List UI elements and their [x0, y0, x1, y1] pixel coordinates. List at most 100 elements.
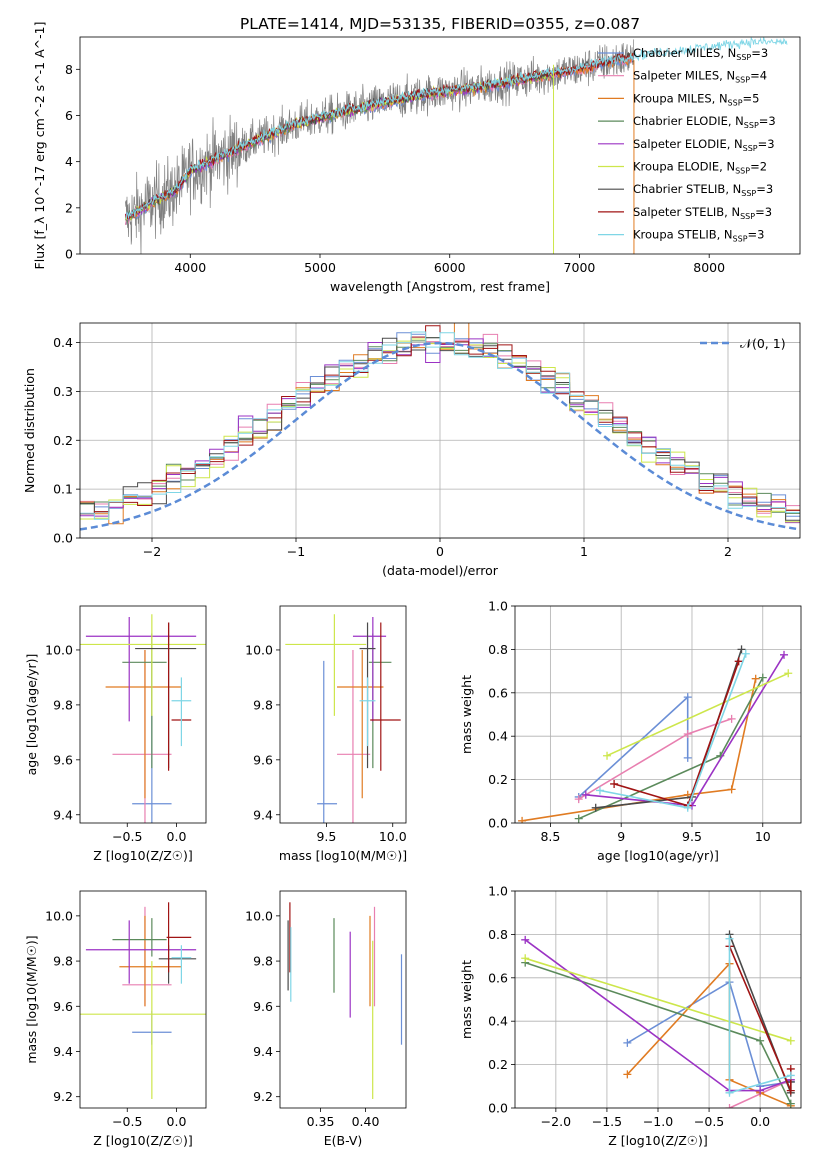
data-point-marker	[727, 785, 736, 794]
plot-area-massweight_vs_Z	[521, 930, 795, 1108]
x-tick-label: 4000	[174, 260, 206, 275]
x-axis-label: Z [log10(Z/Z☉)]	[93, 1133, 193, 1148]
series-line	[613, 661, 740, 807]
y-tick-label: 0.3	[53, 384, 73, 399]
y-tick-label: 9.4	[253, 807, 273, 822]
y-tick-label: 4	[65, 154, 73, 169]
axes-age_vs_mass: 9.5 10.0 9.4 9.6 9.8 10.0 mass [log10(M/M☉)]	[245, 605, 407, 863]
y-axis-label: mass weight	[459, 960, 474, 1039]
data-point-marker	[683, 693, 692, 702]
y-tick-label: 0.0	[488, 816, 508, 831]
data-point-marker	[574, 814, 583, 823]
y-tick-label: 8	[65, 62, 73, 77]
y-tick-label: 0.2	[53, 433, 73, 448]
legend-spectrum: Chabrier MILES, NSSP=3 Salpeter MILES, NS…	[598, 46, 776, 244]
plot-area-age_vs_mass	[285, 614, 401, 823]
legend-entry: Salpeter STELIB, NSSP=3	[633, 205, 772, 221]
y-tick-label: 0.0	[53, 531, 73, 546]
axes-frame	[79, 605, 207, 824]
x-tick-label: 0	[436, 544, 444, 559]
x-axis-label: (data-model)/error	[382, 563, 499, 578]
y-tick-label: 9.4	[253, 1044, 273, 1059]
y-tick-label: 0.1	[53, 482, 73, 497]
y-tick-label: 9.6	[53, 999, 73, 1014]
x-tick-label: −0.5	[112, 829, 142, 844]
legend-entry: Kroupa STELIB, NSSP=3	[633, 228, 764, 244]
data-point-marker	[737, 645, 746, 654]
figure-title: PLATE=1414, MJD=53135, FIBERID=0355, z=0…	[240, 15, 640, 33]
y-tick-label: 0	[65, 247, 73, 262]
data-point-marker	[603, 751, 612, 760]
data-point-marker	[756, 1036, 765, 1045]
data-point-marker	[623, 1070, 632, 1079]
axes-massweight_vs_age: 8.5 9 9.5 10 0.0 0.2 0.4 0.6 0.8 1.0 age [log10(ag…	[459, 599, 802, 863]
series-line	[606, 672, 789, 757]
y-axis-label: age [log10(age/yr)]	[24, 654, 39, 776]
y-tick-label: 0.6	[488, 970, 508, 985]
x-axis-label: mass [log10(M/M☉)]	[279, 848, 407, 863]
x-tick-label: 8000	[693, 260, 725, 275]
y-axis-label: Flux [f_λ 10^-17 erg cm^-2 s^-1 A^-1]	[32, 22, 47, 270]
data-point-marker	[734, 657, 743, 666]
x-tick-label: 9	[617, 829, 625, 844]
axes-frame	[279, 890, 407, 1109]
legend-entry: Kroupa ELODIE, NSSP=2	[633, 160, 767, 176]
data-point-marker	[521, 935, 530, 944]
data-point-marker	[786, 1071, 795, 1080]
x-axis-label: age [log10(age/yr)]	[597, 848, 719, 863]
x-tick-label: −2.0	[541, 1114, 571, 1129]
normal-distribution-line	[80, 341, 800, 531]
series-line	[578, 695, 689, 798]
y-tick-label: 9.6	[53, 752, 73, 767]
plot-area-spectrum	[124, 37, 788, 254]
data-point-marker	[751, 674, 760, 683]
x-tick-label: 9.5	[682, 829, 702, 844]
data-point-marker	[518, 816, 527, 823]
axes-massweight_vs_Z: −2.0 −1.5 −1.0 −0.5 0.0 0.0 0.2 0.4 0.6 0.8 1.0 Z […	[459, 884, 802, 1148]
model-spectrum-line	[125, 37, 788, 220]
legend-entry: Salpeter MILES, NSSP=4	[633, 69, 767, 85]
x-tick-label: 0.0	[167, 829, 187, 844]
data-point-marker	[727, 714, 736, 723]
x-tick-label: 0.0	[750, 1114, 770, 1129]
axes-mass_vs_EBV: 0.35 0.40 9.2 9.4 9.6 9.8 10.0 E(B-V)	[245, 890, 407, 1148]
legend-entry: Kroupa MILES, NSSP=5	[633, 91, 759, 107]
axes-residuals: −2 −1 0 1 2 0.0 0.1 0.2 0.3 0.4 (data-model)/error…	[22, 322, 801, 578]
axes-frame	[79, 322, 801, 539]
data-point-marker	[591, 803, 600, 812]
y-tick-label: 2	[65, 200, 73, 215]
legend-entry: Salpeter ELODIE, NSSP=3	[633, 137, 775, 153]
x-axis-label: Z [log10(Z/Z☉)]	[608, 1133, 708, 1148]
series-line	[585, 654, 785, 807]
y-tick-label: 1.0	[488, 599, 508, 614]
data-point-marker	[574, 795, 583, 804]
y-tick-label: 9.2	[253, 1089, 273, 1104]
series-line	[524, 939, 792, 1092]
data-point-marker	[786, 1099, 795, 1108]
y-tick-label: 9.8	[53, 954, 73, 969]
plot-area-mass_vs_Z	[80, 902, 206, 1099]
y-axis-label: Normed distribution	[22, 368, 37, 493]
y-tick-label: 9.8	[253, 954, 273, 969]
x-tick-label: −1.5	[592, 1114, 622, 1129]
data-point-marker	[623, 1038, 632, 1047]
data-point-marker	[521, 954, 530, 963]
data-point-marker	[784, 669, 793, 678]
y-tick-label: 9.4	[53, 1044, 73, 1059]
axes-spectrum: 4000 5000 6000 7000 8000 0 2 4 6 8 wavelength [Ang…	[32, 22, 801, 294]
series-line	[626, 980, 791, 1088]
data-point-marker	[725, 1088, 734, 1097]
x-tick-label: 7000	[564, 260, 596, 275]
axes-frame	[79, 890, 207, 1109]
y-tick-label: 1.0	[488, 884, 508, 899]
y-tick-label: 6	[65, 108, 73, 123]
data-point-marker	[581, 790, 590, 799]
data-point-marker	[741, 649, 750, 658]
plot-area-mass_vs_EBV	[287, 902, 403, 1099]
x-tick-label: 9.5	[316, 829, 336, 844]
data-point-marker	[725, 934, 734, 943]
series-line	[578, 718, 732, 800]
y-tick-label: 9.6	[253, 752, 273, 767]
x-tick-label: 1	[580, 544, 588, 559]
legend-entry: Chabrier MILES, NSSP=3	[633, 46, 768, 62]
